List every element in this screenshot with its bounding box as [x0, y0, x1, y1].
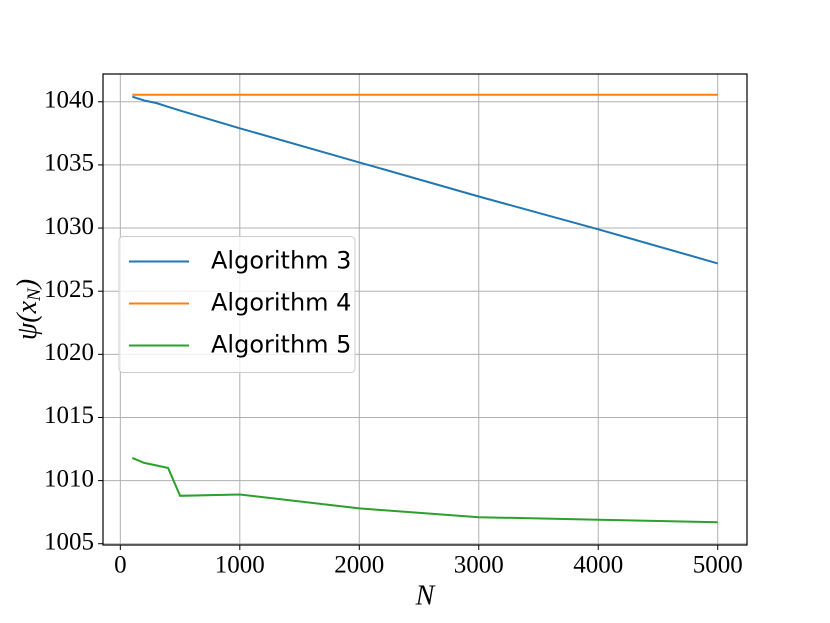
y-tick-label: 1040 [44, 87, 94, 114]
y-tick-label: 1005 [44, 528, 94, 555]
legend-box [118, 236, 356, 373]
x-tick-label: 2000 [334, 552, 384, 579]
x-axis-label: N [415, 580, 436, 611]
y-axis-label: ψ(xN) [12, 279, 45, 340]
y-tick-label: 1025 [44, 276, 94, 303]
x-tick-label: 5000 [693, 552, 743, 579]
series-line [131, 456, 718, 524]
x-tick-label: 1000 [215, 552, 265, 579]
y-tick-label: 1010 [44, 465, 94, 492]
x-tick-label: 0 [114, 552, 127, 579]
y-tick-label: 1030 [44, 213, 94, 240]
legend-label: Algorithm 3 [211, 247, 351, 275]
legend-label: Algorithm 5 [211, 331, 351, 359]
y-tick-label: 1020 [44, 339, 94, 366]
x-tick-label: 3000 [454, 552, 504, 579]
legend-label: Algorithm 4 [211, 289, 351, 317]
y-tick-label: 1015 [44, 402, 94, 429]
x-tick-label: 4000 [573, 552, 623, 579]
axes-frame [102, 73, 748, 546]
y-tick-label: 1035 [44, 150, 94, 177]
series-line [131, 95, 718, 265]
